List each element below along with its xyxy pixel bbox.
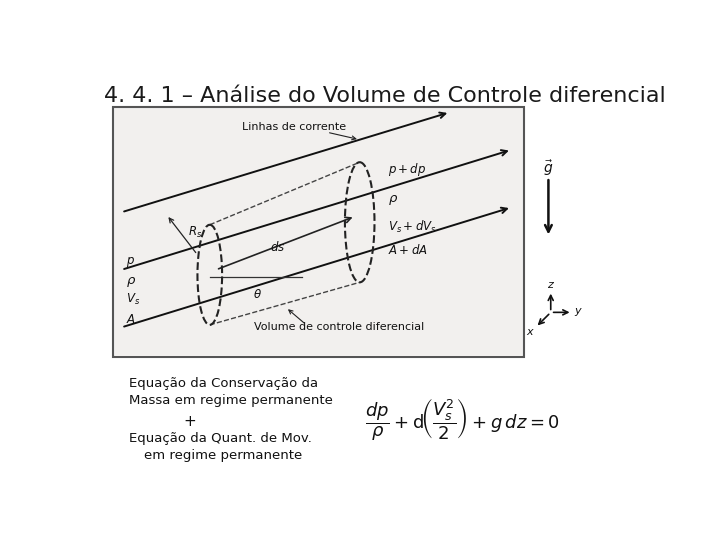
Text: em regime permanente: em regime permanente (144, 449, 302, 462)
Text: $p + dp$: $p + dp$ (389, 161, 427, 178)
Text: $\dfrac{dp}{\rho} + \mathrm{d}\!\left(\dfrac{V_s^2}{2}\right) + g\,dz = 0$: $\dfrac{dp}{\rho} + \mathrm{d}\!\left(\d… (364, 396, 559, 442)
Text: Equação da Quant. de Mov.: Equação da Quant. de Mov. (129, 432, 312, 445)
Text: Equação da Conservação da: Equação da Conservação da (129, 377, 318, 390)
Text: $y$: $y$ (574, 306, 583, 319)
Bar (113, 107, 524, 357)
Text: $\rho$: $\rho$ (125, 275, 136, 289)
Text: $\rho$: $\rho$ (389, 193, 399, 207)
Text: $R_s$: $R_s$ (188, 225, 202, 240)
Text: Volume de controle diferencial: Volume de controle diferencial (254, 322, 424, 332)
Text: $V_s$: $V_s$ (125, 292, 140, 307)
Text: 4. 4. 1 – Análise do Volume de Controle diferencial: 4. 4. 1 – Análise do Volume de Controle … (104, 86, 666, 106)
Text: $\theta$: $\theta$ (253, 288, 261, 301)
Text: $A + dA$: $A + dA$ (389, 243, 428, 257)
Text: $\vec{g}$: $\vec{g}$ (543, 158, 554, 178)
Bar (114, 109, 523, 356)
Text: $ds$: $ds$ (270, 240, 285, 254)
Text: Linhas de corrente: Linhas de corrente (242, 122, 346, 132)
Text: $z$: $z$ (546, 280, 555, 289)
Text: +: + (183, 414, 196, 429)
Text: $p$: $p$ (125, 255, 135, 269)
Text: $V_s + dV_s$: $V_s + dV_s$ (389, 219, 437, 235)
Text: $x$: $x$ (526, 327, 536, 337)
Text: $A$: $A$ (125, 313, 135, 326)
Text: Massa em regime permanente: Massa em regime permanente (129, 394, 333, 407)
